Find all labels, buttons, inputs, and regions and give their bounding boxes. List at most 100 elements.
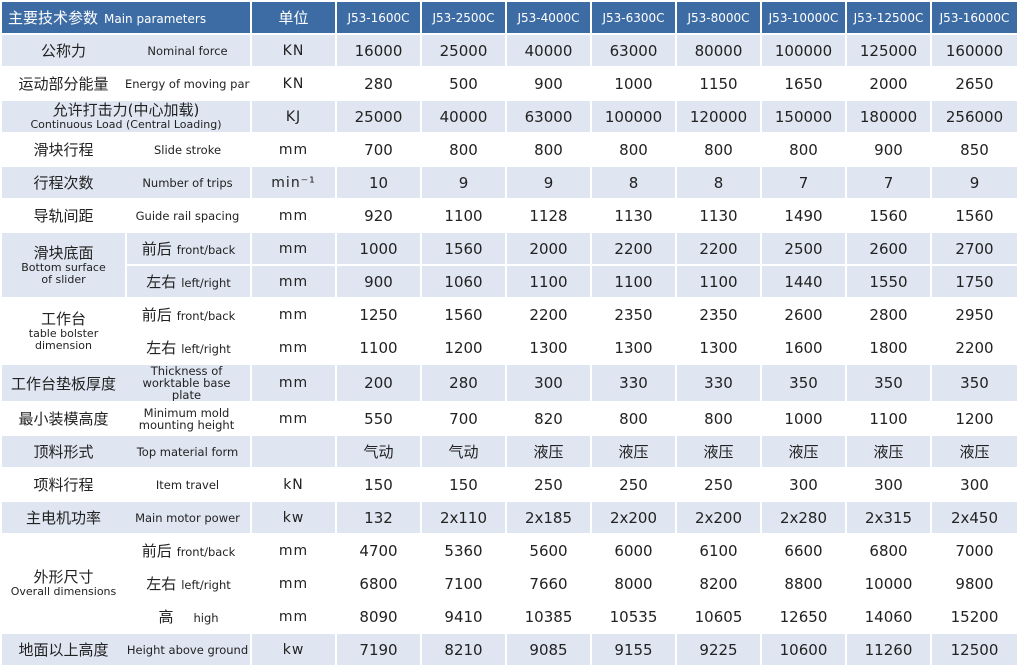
label-zh: 外形尺寸 <box>33 568 94 586</box>
value-cell: 2700 <box>932 233 1017 264</box>
value-cell: 2950 <box>932 299 1017 330</box>
sub-label-zh: 高 <box>158 608 174 626</box>
sub-label-zh: 左右 <box>146 575 177 593</box>
value-cell: 900 <box>337 266 420 297</box>
value-cell: 1750 <box>932 266 1017 297</box>
value-cell: 1300 <box>592 332 675 363</box>
param-label: 运动部分能量 Energy of moving parts <box>2 68 250 99</box>
param-header: 主要技术参数 Main parameters <box>2 2 250 33</box>
param-label: 允许打击力(中心加载) Continuous Load (Central Load… <box>2 101 250 132</box>
sub-label: 左右 left/right <box>127 568 250 599</box>
value-cell: 800 <box>762 134 845 165</box>
label-en: Height above ground <box>126 642 249 657</box>
sub-label-zh: 左右 <box>146 273 177 291</box>
sub-label: 高 high <box>127 601 250 632</box>
value-cell: 1100 <box>677 266 760 297</box>
label-zh: 公称力 <box>40 42 86 60</box>
value-cell: 800 <box>677 403 760 434</box>
value-cell: 8 <box>677 167 760 198</box>
value-cell: 132 <box>337 502 420 533</box>
sub-label-en: front/back <box>176 243 236 257</box>
param-header-en: Main parameters <box>104 12 207 26</box>
row-min-mold-height: 最小装模高度 Minimum mold mounting height mm 550 7… <box>2 403 1017 434</box>
param-label: 滑块行程 Slide stroke <box>2 134 250 165</box>
unit-cell: min⁻¹ <box>252 167 335 198</box>
row-height-above-ground: 地面以上高度 Height above ground kw 7190 8210 9085 9… <box>2 634 1017 665</box>
value-cell: 300 <box>762 469 845 500</box>
label-zh: 滑块底面 <box>33 243 94 262</box>
value-cell: 2x110 <box>422 502 505 533</box>
value-cell: 2200 <box>932 332 1017 363</box>
value-cell: 1650 <box>762 68 845 99</box>
value-cell: 2200 <box>592 233 675 264</box>
value-cell: 2650 <box>932 68 1017 99</box>
row-slide-stroke: 滑块行程 Slide stroke mm 700 800 800 800 800 800 900 8… <box>2 134 1017 165</box>
sub-label-zh: 前后 <box>141 306 172 324</box>
value-cell: 1440 <box>762 266 845 297</box>
value-cell: 1200 <box>932 403 1017 434</box>
model-header: J53-16000C <box>932 2 1017 33</box>
label-en: table bolster dimension <box>28 326 99 352</box>
label-zh: 允许打击力(中心加载) <box>52 101 200 119</box>
row-top-material: 顶料形式 Top material form 气动 气动 液压 液压 液压 液压 液压 液压 <box>2 436 1017 467</box>
label-zh: 滑块行程 <box>33 141 94 159</box>
value-cell: 10 <box>337 167 420 198</box>
value-cell: 2200 <box>507 299 590 330</box>
value-cell: 280 <box>337 68 420 99</box>
value-cell: 液压 <box>847 436 930 467</box>
value-cell: 15200 <box>932 601 1017 632</box>
value-cell: 9 <box>932 167 1017 198</box>
value-cell: 2600 <box>847 233 930 264</box>
unit-cell: KN <box>252 35 335 66</box>
value-cell: 气动 <box>422 436 505 467</box>
unit-cell: kw <box>252 502 335 533</box>
label-en: Thickness of worktable base plate <box>142 365 231 401</box>
value-cell: 5360 <box>422 535 505 566</box>
param-label: 地面以上高度 Height above ground <box>2 634 250 665</box>
value-cell: 1600 <box>762 332 845 363</box>
value-cell: 330 <box>677 365 760 401</box>
value-cell: 5600 <box>507 535 590 566</box>
row-item-travel: 项料行程 Item travel kN 150 150 250 250 250 300 300 30… <box>2 469 1017 500</box>
value-cell: 150000 <box>762 101 845 132</box>
value-cell: 256000 <box>932 101 1017 132</box>
unit-header: 单位 <box>252 2 335 33</box>
value-cell: 8000 <box>592 568 675 599</box>
param-label: 顶料形式 Top material form <box>2 436 250 467</box>
row-energy: 运动部分能量 Energy of moving parts KN 280 500 900 1… <box>2 68 1017 99</box>
value-cell: 500 <box>422 68 505 99</box>
unit-cell: mm <box>252 332 335 363</box>
value-cell: 1100 <box>422 200 505 231</box>
unit-cell: mm <box>252 233 335 264</box>
value-cell: 1150 <box>677 68 760 99</box>
param-label: 导轨间距 Guide rail spacing <box>2 200 250 231</box>
value-cell: 280 <box>422 365 505 401</box>
value-cell: 6600 <box>762 535 845 566</box>
row-worktable-thickness: 工作台垫板厚度 Thickness of worktable base plate… <box>2 365 1017 401</box>
value-cell: 10385 <box>507 601 590 632</box>
label-en: Main motor power <box>135 510 240 525</box>
sub-label: 左右 left/right <box>127 332 250 363</box>
unit-cell: mm <box>252 403 335 434</box>
value-cell: 10535 <box>592 601 675 632</box>
value-cell: 250 <box>507 469 590 500</box>
value-cell: 2x280 <box>762 502 845 533</box>
label-zh: 地面以上高度 <box>18 641 109 659</box>
model-header: J53-2500C <box>422 2 505 33</box>
value-cell: 7 <box>847 167 930 198</box>
unit-cell: mm <box>252 134 335 165</box>
value-cell: 9800 <box>932 568 1017 599</box>
unit-cell: kN <box>252 469 335 500</box>
value-cell: 350 <box>932 365 1017 401</box>
sub-label: 左右 left/right <box>127 266 250 297</box>
value-cell: 2600 <box>762 299 845 330</box>
value-cell: 16000 <box>337 35 420 66</box>
value-cell: 1128 <box>507 200 590 231</box>
value-cell: 700 <box>337 134 420 165</box>
value-cell: 1000 <box>762 403 845 434</box>
row-guide-rail: 导轨间距 Guide rail spacing mm 920 1100 1128 1130 1… <box>2 200 1017 231</box>
value-cell: 100000 <box>762 35 845 66</box>
value-cell: 1000 <box>592 68 675 99</box>
sub-label-zh: 左右 <box>146 339 177 357</box>
param-label: 公称力 Nominal force <box>2 35 250 66</box>
